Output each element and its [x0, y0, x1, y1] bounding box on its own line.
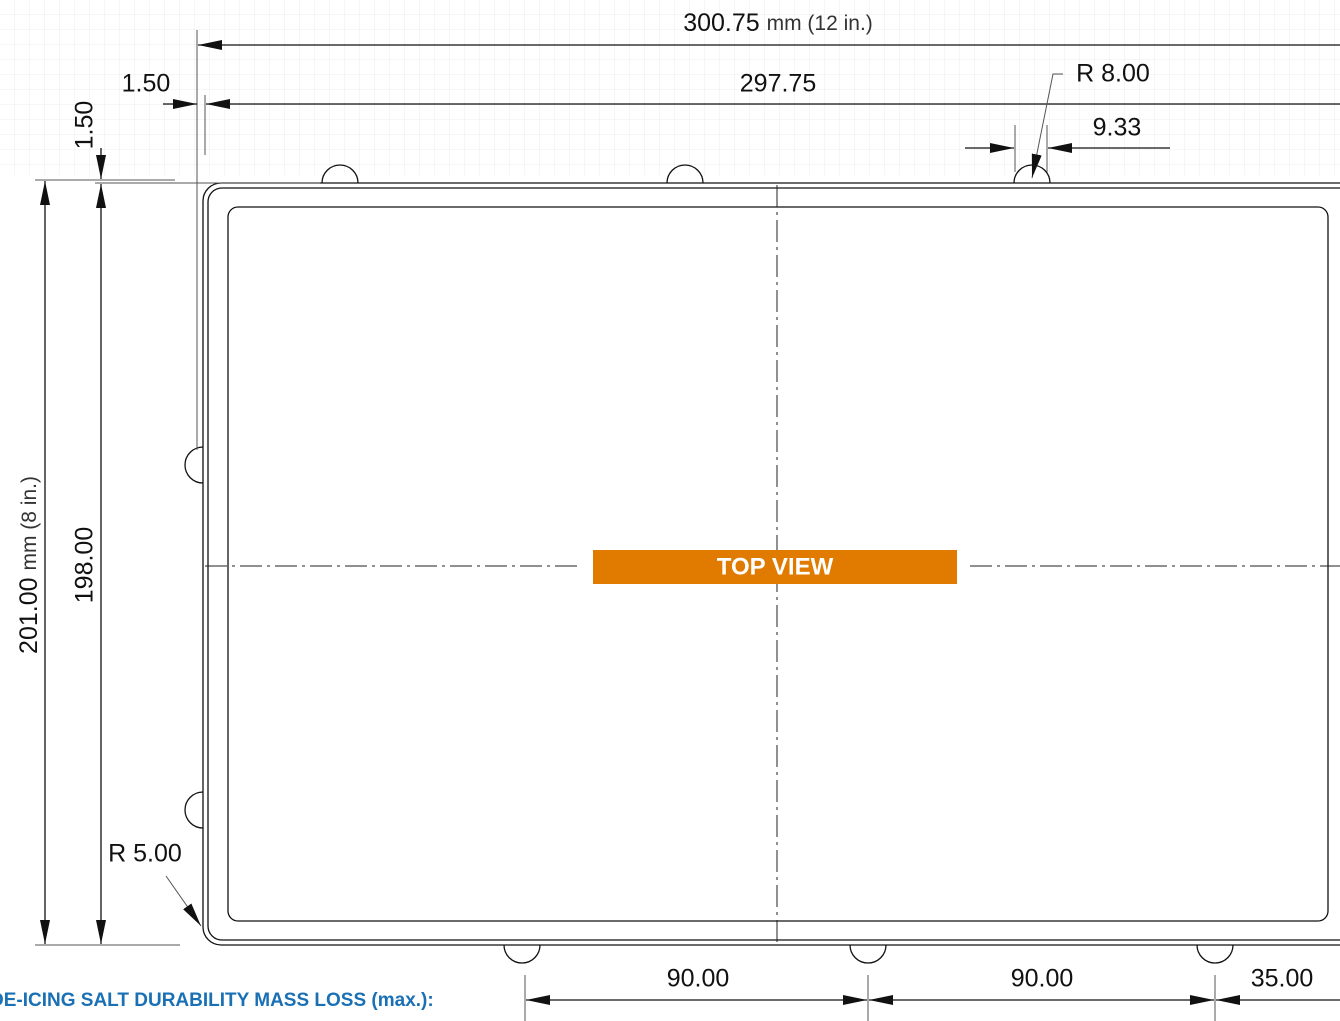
spacing: 90.00 [1011, 965, 1074, 993]
dimension-unit: mm (8 in.) [18, 476, 41, 571]
inner-height: 198.00 [71, 527, 99, 603]
tray [184, 164, 1340, 964]
dimension-value: 300.75 [683, 9, 759, 37]
dimension-unit: mm (12 in.) [767, 12, 873, 35]
spacing: 90.00 [667, 965, 730, 993]
tab-radius: R 8.00 [1076, 60, 1150, 88]
leader-line [165, 875, 202, 927]
dimension-value: 201.00 [15, 577, 43, 653]
inner-width: 297.75 [740, 70, 816, 98]
offset-y: 1.50 [71, 101, 99, 150]
grid-background [0, 0, 1340, 175]
offset-x: 1.50 [122, 70, 171, 98]
footer-heading: DE-ICING SALT DURABILITY MASS LOSS (max.… [0, 990, 434, 1011]
view-label-box [593, 550, 957, 584]
corner-radius: R 5.00 [108, 840, 182, 868]
overall-height: 201.00 mm (8 in.) [15, 476, 43, 654]
spacing: 35.00 [1251, 965, 1314, 993]
overall-width: 300.75 mm (12 in.) [683, 9, 873, 37]
tab-width: 9.33 [1093, 114, 1142, 142]
view-label: TOP VIEW [717, 553, 834, 580]
leader-line [1031, 73, 1063, 179]
